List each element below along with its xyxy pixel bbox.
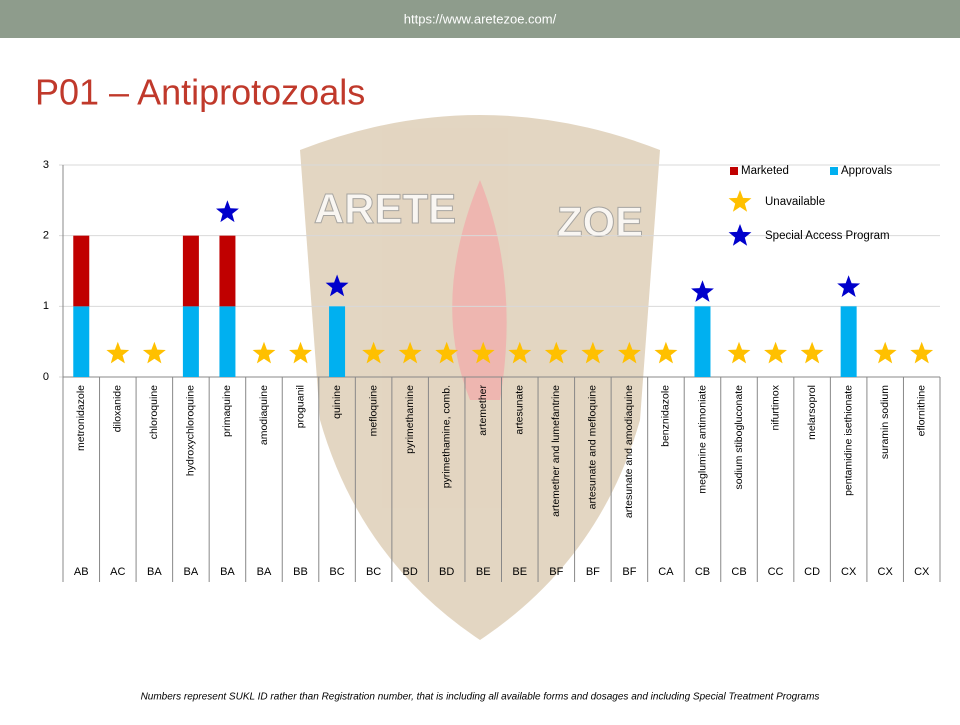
x-tick-label: melarsoprol [806,385,818,440]
x-tick-label: mefloquine [367,385,379,437]
category-code: BF [586,566,600,578]
category-code: CX [878,566,894,578]
star-marker [435,341,459,364]
legend-label: Special Access Program [765,230,890,242]
chart-title: P01 – Antiprotozoals [35,72,365,113]
category-code: BA [184,566,199,578]
bar [329,306,346,377]
x-tick-label: amodiaquine [258,385,270,445]
y-tick-label: 1 [43,300,49,312]
legend-star [728,224,752,246]
category-code: CX [914,566,930,578]
x-tick-label: primaquine [221,385,233,437]
x-tick-label: pyrimethamine [404,385,416,454]
legend-label: Marketed [741,165,789,177]
y-tick-label: 3 [43,159,49,171]
header-bar [0,0,960,38]
star-marker [764,341,787,364]
x-tick-label: hydroxychloroquine [185,385,197,476]
star-marker [727,341,751,364]
category-code: AB [74,566,89,578]
x-tick-label: chloroquine [148,385,160,439]
category-code: BA [147,566,162,578]
star-marker [837,275,861,297]
x-tick-label: artesunate [514,385,526,435]
category-code: BA [220,566,235,578]
star-marker [508,341,532,364]
x-tick-label: suramin sodium [879,385,891,459]
star-marker [216,200,239,223]
x-tick-label: quinine [331,385,343,419]
legend-swatch [730,167,738,175]
star-marker [691,280,714,302]
x-tick-label: metronidazole [75,385,87,451]
category-code: CA [658,566,674,578]
x-tick-label: benznidazole [660,385,672,447]
category-code: BE [512,566,527,578]
category-code: CX [841,566,857,578]
watermark-text: ZOE [557,198,643,245]
category-code: BC [366,566,381,578]
star-marker [398,341,422,364]
category-code: BF [622,566,636,578]
legend-label: Approvals [841,165,892,177]
category-code: BC [329,566,344,578]
category-code: CB [731,566,746,578]
bar [73,235,90,307]
category-code: BF [549,566,563,578]
category-code: BD [439,566,454,578]
star-marker [142,341,166,364]
x-tick-label: meglumine antimoniate [696,385,708,494]
star-marker [800,341,824,364]
bar [840,306,857,377]
legend-star [728,190,752,212]
category-code: BA [257,566,272,578]
category-code: CC [768,566,784,578]
star-marker [544,341,568,364]
x-tick-label: nifurtimox [769,384,781,430]
star-marker [289,341,312,364]
watermark-text: ARETE [314,185,456,232]
category-code: AC [110,566,125,578]
bar [73,306,90,377]
x-tick-label: proguanil [294,385,306,428]
url: https://www.aretezoe.com/ [404,11,557,26]
x-tick-label: pentamidine isethionate [842,385,854,496]
star-marker [873,341,897,364]
legend-label: Unavailable [765,196,825,208]
x-tick-label: pyrimethamine, comb. [440,385,452,488]
x-tick-label: artemether [477,385,489,436]
flame [452,180,507,400]
x-tick-label: artemether and lumefantrine [550,385,562,517]
star-marker [325,274,349,297]
star-marker [362,341,385,364]
category-code: CD [804,566,820,578]
star-marker [581,341,605,364]
bar [182,235,199,307]
star-marker [910,341,934,364]
star-marker [471,341,495,364]
category-code: BB [293,566,308,578]
bar [219,306,236,377]
category-code: BE [476,566,491,578]
category-code: CB [695,566,710,578]
x-tick-label: sodium stibogluconate [733,385,745,490]
star-marker [654,341,678,364]
legend-swatch [830,167,838,175]
x-tick-label: artesunate and mefloquine [587,385,599,509]
footnote: Numbers represent SUKL ID rather than Re… [141,692,820,703]
bar [219,235,236,307]
bar [182,306,199,377]
x-tick-label: diloxanide [112,385,124,432]
x-tick-label: eflornithine [916,385,928,437]
category-code: BD [403,566,418,578]
star-marker [618,341,641,364]
star-marker [252,341,276,364]
y-tick-label: 2 [43,230,49,242]
bar [694,306,711,377]
x-tick-label: artesunate and amodiaquine [623,385,635,518]
y-tick-label: 0 [43,371,49,383]
star-marker [106,341,130,364]
